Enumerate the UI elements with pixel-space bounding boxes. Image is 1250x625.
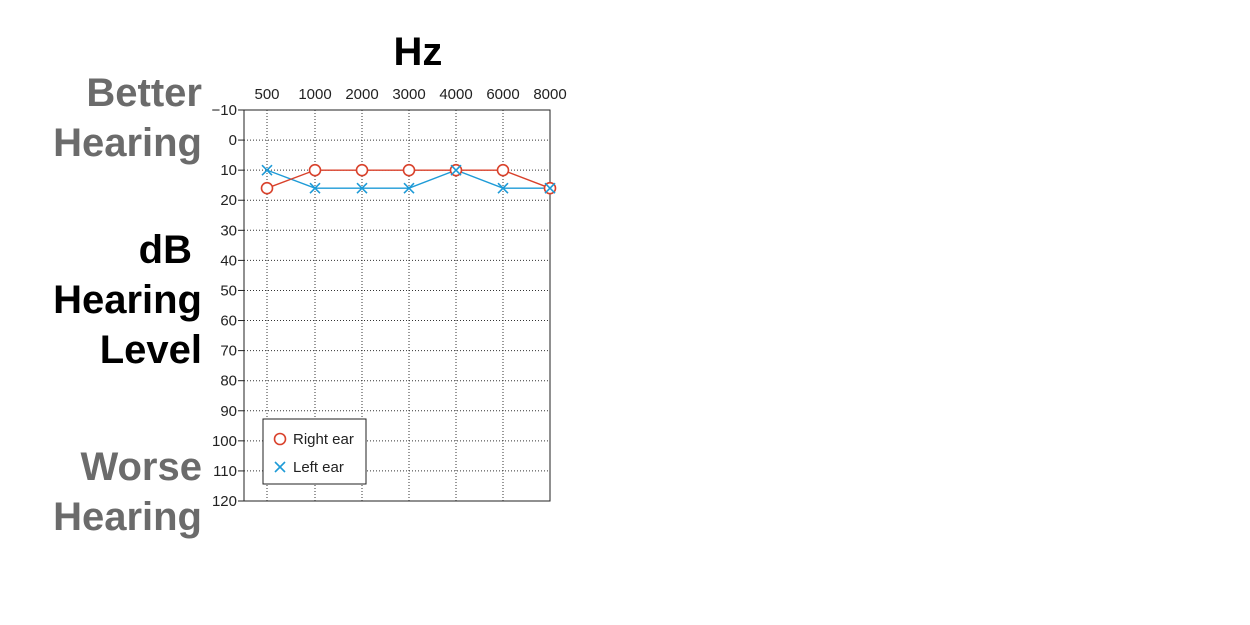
worse-hearing-label: Worse Hearing	[53, 442, 202, 542]
x-tick-label: 4000	[439, 86, 472, 103]
y-tick-label: 30	[220, 222, 237, 239]
legend-left-ear-marker	[274, 461, 286, 473]
y-tick-label: 40	[220, 252, 237, 269]
legend-box	[262, 418, 367, 485]
y-tick-label: 0	[229, 132, 237, 149]
worse-label-line-1: Worse	[80, 445, 202, 489]
x-tick-label: 2000	[345, 86, 378, 103]
y-tick-label: 10	[220, 162, 237, 179]
better-label-line-1: Better	[86, 71, 202, 115]
y-tick-label: 20	[220, 192, 237, 209]
left-ear-point	[403, 182, 415, 194]
y-tick-label: −10	[212, 102, 237, 119]
y-tick-label: 70	[220, 343, 237, 360]
right-ear-point	[260, 181, 274, 195]
legend-right-ear-marker	[273, 432, 287, 446]
right-ear-point	[355, 163, 369, 177]
better-label-line-2: Hearing	[53, 121, 202, 165]
y-tick-label: 60	[220, 313, 237, 330]
x-tick-label: 1000	[298, 86, 331, 103]
plot-frame	[243, 109, 551, 502]
level-label-line-3: Level	[99, 328, 202, 372]
left-ear-point	[309, 182, 321, 194]
x-tick-label: 500	[254, 86, 279, 103]
right-ear-point	[308, 163, 322, 177]
legend-left-ear-label: Left ear	[293, 459, 344, 476]
level-label-line-2: Hearing	[53, 278, 202, 322]
left-ear-point	[261, 164, 273, 176]
legend-right-ear-label: Right ear	[293, 431, 354, 448]
better-hearing-label: Better Hearing	[53, 68, 202, 168]
chart-title: Hz	[393, 30, 443, 74]
y-tick-label: 120	[212, 493, 237, 510]
x-tick-label: 3000	[392, 86, 425, 103]
left-ear-point	[497, 182, 509, 194]
y-tick-label: 50	[220, 282, 237, 299]
level-label-line-1: dB	[138, 228, 192, 272]
x-tick-label: 8000	[533, 86, 566, 103]
left-ear-point	[450, 164, 462, 176]
y-tick-label: 100	[212, 433, 237, 450]
y-tick-label: 110	[213, 463, 237, 480]
right-ear-point	[402, 163, 416, 177]
db-hearing-level-label: dB Hearing Level	[53, 225, 202, 375]
right-ear-point	[496, 163, 510, 177]
y-tick-label: 90	[220, 403, 237, 420]
x-tick-label: 6000	[486, 86, 519, 103]
worse-label-line-2: Hearing	[53, 495, 202, 539]
left-ear-point	[356, 182, 368, 194]
y-tick-label: 80	[220, 373, 237, 390]
left-ear-point	[544, 182, 556, 194]
